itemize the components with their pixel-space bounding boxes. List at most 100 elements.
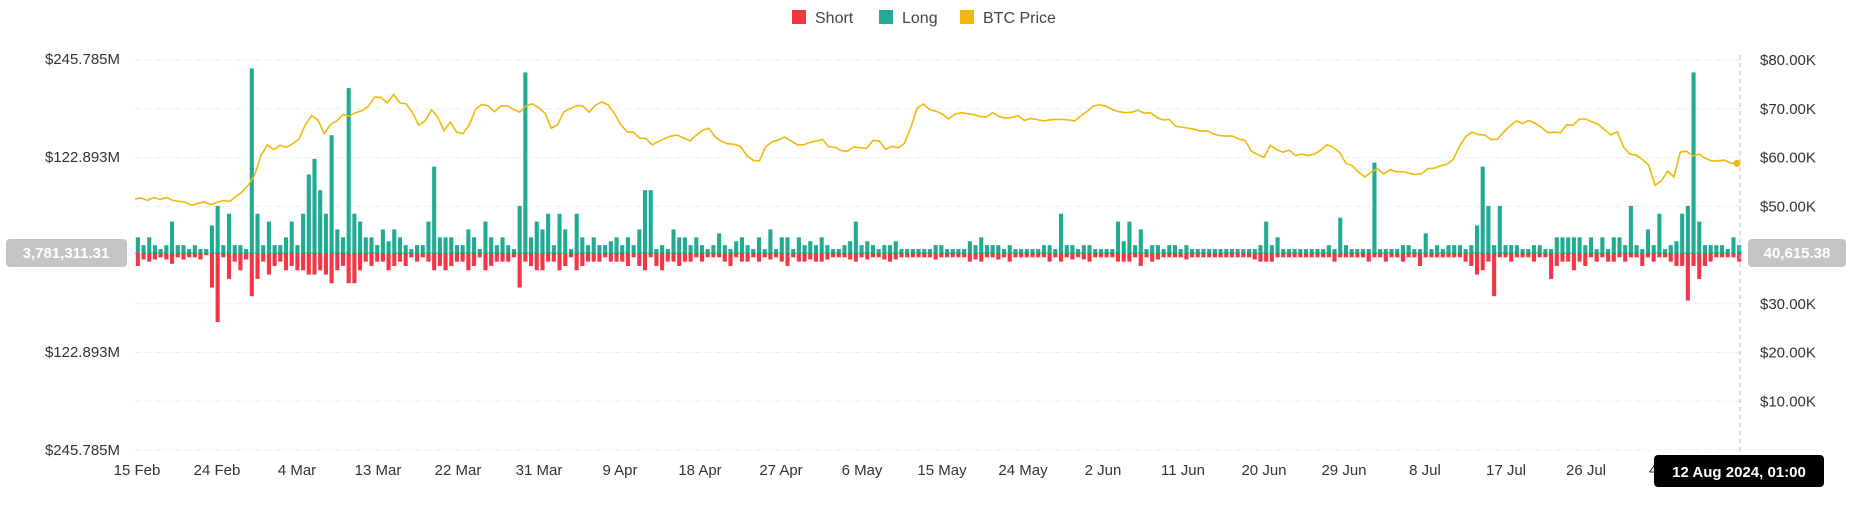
long-bar xyxy=(198,249,203,253)
right-axis-tick: $60.00K xyxy=(1760,150,1816,167)
long-bar xyxy=(1657,213,1662,253)
btc-price-endpoint xyxy=(1733,159,1741,167)
long-bar xyxy=(1554,237,1559,253)
short-bar xyxy=(1577,253,1582,262)
long-bar xyxy=(1486,205,1491,253)
short-bar xyxy=(791,253,796,258)
legend: Short Long BTC Price xyxy=(792,10,1056,27)
short-bar xyxy=(187,253,192,258)
left-center-badge xyxy=(6,239,127,267)
short-bar xyxy=(432,253,437,271)
long-bar xyxy=(1081,245,1086,253)
long-bar xyxy=(563,229,568,253)
short-bar xyxy=(1611,253,1616,262)
long-bar xyxy=(1435,245,1440,253)
long-bar xyxy=(756,237,762,253)
long-bar xyxy=(1275,237,1280,253)
short-bar xyxy=(1326,253,1331,258)
long-bar xyxy=(187,249,192,253)
long-bar xyxy=(648,190,653,253)
short-bar xyxy=(1019,253,1024,258)
short-bar xyxy=(922,253,927,258)
short-bar xyxy=(380,253,385,262)
long-bar xyxy=(1195,249,1200,253)
long-bar xyxy=(392,229,397,253)
short-bar xyxy=(1588,253,1594,258)
short-bar xyxy=(1070,253,1075,260)
short-bar xyxy=(1503,253,1508,258)
short-bar xyxy=(1229,253,1235,258)
long-bar xyxy=(694,237,699,253)
axes: $245.785M $122.893M $122.893M $245.785M $80.… xyxy=(6,51,1846,487)
long-bar xyxy=(472,237,477,253)
short-bar xyxy=(226,253,232,279)
short-bar xyxy=(1053,253,1058,258)
long-bar xyxy=(1241,249,1246,253)
long-bar xyxy=(796,237,801,253)
short-bar xyxy=(238,253,243,271)
long-bar xyxy=(1343,245,1348,253)
long-bar xyxy=(665,249,670,253)
short-bar xyxy=(221,253,226,258)
short-bar xyxy=(1583,253,1588,266)
short-bar xyxy=(574,253,579,271)
long-bar xyxy=(1218,249,1223,253)
long-bar xyxy=(1674,241,1679,253)
long-bar xyxy=(306,174,311,253)
short-bar xyxy=(1606,253,1611,262)
x-axis-tick: 15 Feb xyxy=(114,462,161,479)
long-bar xyxy=(1349,249,1354,253)
long-bar xyxy=(363,237,368,253)
long-bar xyxy=(1121,241,1126,253)
short-bar xyxy=(1537,253,1542,258)
x-axis-tick: 20 Jun xyxy=(1241,462,1286,479)
short-bar xyxy=(1338,253,1343,258)
long-bar xyxy=(580,237,585,253)
short-bar xyxy=(660,253,665,271)
long-bar xyxy=(1298,249,1303,253)
long-bar xyxy=(1024,249,1029,253)
short-bar xyxy=(477,253,482,258)
long-bar xyxy=(529,237,534,253)
long-bar xyxy=(1600,237,1605,253)
long-bar xyxy=(1708,245,1713,253)
long-bar xyxy=(1087,245,1092,253)
short-bar xyxy=(318,253,323,271)
short-bar xyxy=(500,253,505,262)
long-bar xyxy=(397,237,403,253)
short-bar xyxy=(711,253,716,258)
long-bar xyxy=(175,245,180,253)
long-bar xyxy=(751,249,756,253)
short-bar xyxy=(449,253,454,266)
long-bar xyxy=(1480,166,1485,253)
long-bar xyxy=(226,213,232,253)
short-bar xyxy=(1087,253,1092,262)
short-bar xyxy=(1372,253,1377,258)
long-bar xyxy=(272,245,277,253)
long-bar xyxy=(1617,237,1622,253)
short-bar xyxy=(209,253,214,288)
long-bar xyxy=(1737,245,1742,253)
grid-lines xyxy=(135,59,1742,451)
long-bar xyxy=(1150,245,1155,253)
short-bar xyxy=(779,253,784,262)
legend-label: Long xyxy=(902,10,938,27)
long-bar xyxy=(1332,249,1337,253)
short-bar xyxy=(1030,253,1035,258)
short-bar xyxy=(1720,253,1725,258)
short-bar xyxy=(1190,253,1195,258)
long-bar xyxy=(1714,245,1719,253)
short-bar xyxy=(164,253,169,260)
short-bar xyxy=(1526,253,1531,258)
short-bar xyxy=(614,253,619,262)
short-bar xyxy=(1144,253,1149,258)
long-bar xyxy=(1138,229,1143,253)
long-bar xyxy=(215,205,220,253)
short-bar xyxy=(494,253,499,262)
short-bar xyxy=(517,253,522,288)
short-bar xyxy=(557,253,562,271)
short-bar xyxy=(597,253,602,262)
x-axis-tick: 24 Feb xyxy=(194,462,241,479)
long-bar xyxy=(825,245,830,253)
short-bar xyxy=(1463,253,1468,262)
